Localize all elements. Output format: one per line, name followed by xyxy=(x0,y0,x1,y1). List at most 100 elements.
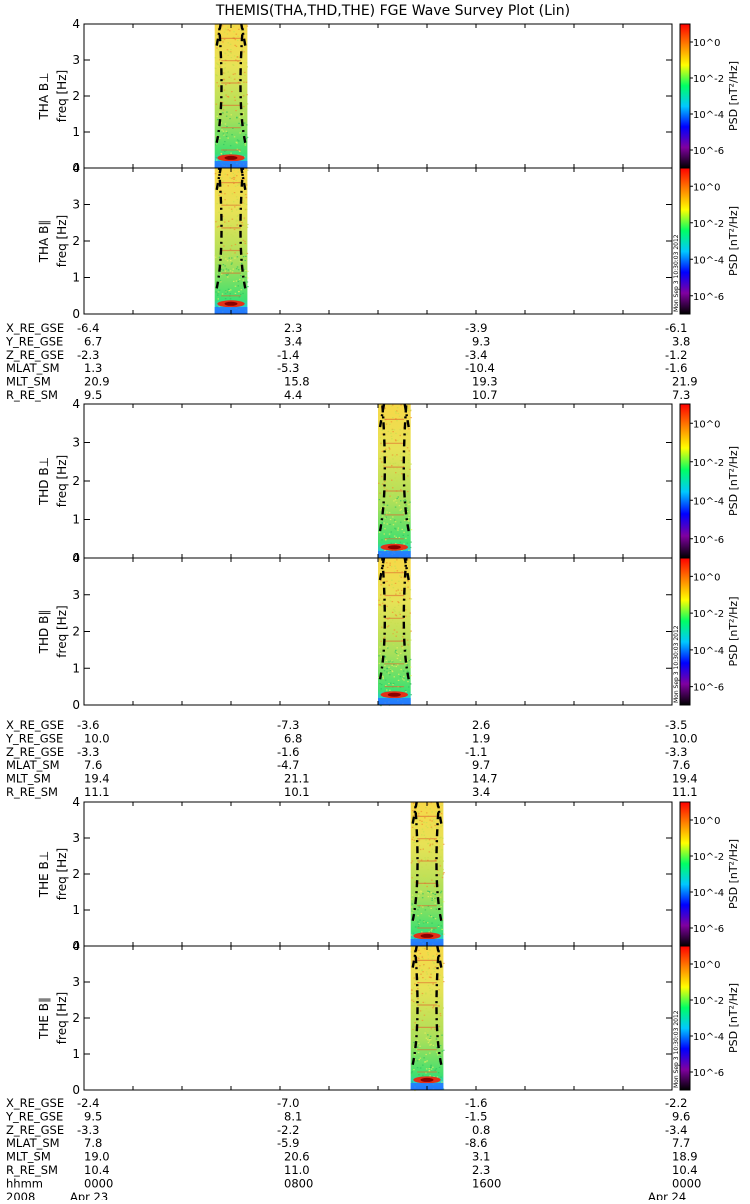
y-tick-label: 4 xyxy=(72,17,80,31)
ephemeris-value: -1.6 xyxy=(665,361,687,375)
panel-5: 0 1 2 3 4 THE B⊥ freq [Hz] 10^0 10^-2 10^-4 10^-6 P… xyxy=(37,795,740,953)
y-tick-label: 3 xyxy=(72,436,80,450)
freq-label: freq [Hz] xyxy=(55,848,69,900)
ephemeris-value: 9.3 xyxy=(472,334,490,348)
ephemeris-row-name: X_RE_GSE xyxy=(6,718,64,732)
ephemeris-value: -3.4 xyxy=(465,348,487,362)
ephemeris-value: 19.4 xyxy=(672,772,698,786)
ephemeris-row-name: Y_RE_GSE xyxy=(5,1109,63,1123)
y-tick-label: 4 xyxy=(72,161,80,175)
dashed-curve-1 xyxy=(411,945,419,1066)
colorbar: 10^0 10^-2 10^-4 10^-6 PSD [nT²/Hz] xyxy=(679,403,740,559)
ephemeris-value: -2.3 xyxy=(77,348,99,362)
colorbar-label: PSD [nT²/Hz] xyxy=(727,446,740,516)
y-tick-label: 4 xyxy=(72,551,80,565)
dashed-curve-3 xyxy=(378,403,386,428)
ephemeris-value: 19.3 xyxy=(472,375,498,389)
colorbar-tick-label: 10^-6 xyxy=(693,924,724,935)
colorbar-tick-label: 10^-2 xyxy=(693,609,724,620)
ephemeris-value: 3.4 xyxy=(284,334,302,348)
dashed-curve-4 xyxy=(436,801,443,824)
ephemeris-value: 7.3 xyxy=(672,388,690,402)
dashed-curve-4 xyxy=(240,23,247,46)
ephemeris-value: -3.9 xyxy=(465,321,487,335)
colorbar-tick-label: 10^0 xyxy=(693,419,720,430)
colorbar-tick-label: 10^-2 xyxy=(693,74,724,85)
dashed-curve-1 xyxy=(378,557,387,680)
panel-3: 0 1 2 3 4 THD B⊥ freq [Hz] 10^0 10^-2 10^-4 10^-6 P… xyxy=(37,397,740,565)
ephemeris-value: 18.9 xyxy=(672,1150,698,1164)
time-tick-label: 0000 xyxy=(84,1176,113,1190)
colorbar-tick-label: 10^0 xyxy=(693,960,720,971)
y-tick-label: 0 xyxy=(72,307,80,321)
colorbar: 10^0 10^-2 10^-4 10^-6 PSD [nT²/Hz] Mon Sep 3… xyxy=(673,557,740,706)
time-axis-labels: hhmm 0000 0800 1600 0000 2008 Apr 23 Apr 24 xyxy=(6,1176,701,1203)
y-tick-label: 4 xyxy=(72,795,80,809)
y-tick-label: 2 xyxy=(72,234,80,248)
time-tick-label: 0000 xyxy=(672,1176,701,1190)
ephemeris-value: -5.9 xyxy=(277,1136,299,1150)
ephemeris-row-name: Z_RE_GSE xyxy=(6,745,64,759)
ephemeris-value: -3.3 xyxy=(77,745,99,759)
ephemeris-row-name: MLT_SM xyxy=(6,772,51,786)
y-tick-label: 0 xyxy=(72,161,80,175)
y-tick-label: 2 xyxy=(72,474,80,488)
timestamp-stamp: Mon Sep 3 10:30:03 2012 xyxy=(673,625,680,703)
colorbar-tick-label: 10^-6 xyxy=(693,1068,724,1079)
date-label-start: Apr 23 xyxy=(70,1190,108,1200)
colorbar-label: PSD [nT²/Hz] xyxy=(727,839,740,909)
colorbar-tick-label: 10^0 xyxy=(693,816,720,827)
colorbar-tick-label: 10^0 xyxy=(693,182,720,193)
ephemeris-row-name: Z_RE_GSE xyxy=(6,1123,64,1137)
ephemeris-value: -3.3 xyxy=(77,1123,99,1137)
y-tick-label: 3 xyxy=(72,53,80,67)
ephemeris-value: -6.4 xyxy=(77,321,99,335)
ephemeris-value: -6.1 xyxy=(665,321,687,335)
y-tick-label: 1 xyxy=(72,1047,80,1061)
ephemeris-value: 20.6 xyxy=(284,1150,310,1164)
ephemeris-value: -1.5 xyxy=(465,1109,487,1123)
ephemeris-value: 3.8 xyxy=(672,334,690,348)
colorbar-tick-label: 10^-4 xyxy=(693,255,724,266)
freq-label: freq [Hz] xyxy=(55,215,69,267)
colorbar-tick-label: 10^-6 xyxy=(693,146,724,157)
ephemeris-table-the: X_RE_GSE -2.4 -7.0 -1.6 -2.2 Y_RE_GSE 9.5 8.1 -1… xyxy=(5,1096,698,1177)
dashed-curve-3 xyxy=(215,167,222,191)
freq-label: freq [Hz] xyxy=(55,70,69,122)
dashed-curve-1 xyxy=(215,167,223,289)
ephemeris-value: 8.1 xyxy=(284,1109,302,1123)
y-tick-label: 2 xyxy=(72,89,80,103)
ephemeris-value: -1.4 xyxy=(277,348,299,362)
panel-label: THE B∥ xyxy=(37,997,51,1040)
ephemeris-value: -1.1 xyxy=(465,745,487,759)
timestamp-stamp: Mon Sep 3 10:30:03 2012 xyxy=(673,1010,680,1088)
y-tick-label: 1 xyxy=(72,271,80,285)
ephemeris-table-tha: X_RE_GSE -6.4 2.3 -3.9 -6.1 Y_RE_GSE 6.7 3.4 9.3… xyxy=(5,321,698,402)
ephemeris-value: 10.4 xyxy=(672,1163,698,1177)
panel-label: THD B∥ xyxy=(37,610,51,655)
panel-frame xyxy=(83,23,673,169)
spectrogram-block xyxy=(410,801,445,947)
dashed-curve-4 xyxy=(436,945,443,968)
ephemeris-value: -1.2 xyxy=(665,348,687,362)
panel-label: THE B⊥ xyxy=(37,851,51,898)
panel-1: 0 1 2 3 4 THA B⊥ freq [Hz] 10^0 10^-2 10^-4 10^-6 P… xyxy=(37,17,740,175)
ephemeris-value: 9.5 xyxy=(84,388,102,402)
y-tick-label: 2 xyxy=(72,867,80,881)
ephemeris-value: 20.9 xyxy=(84,375,110,389)
ephemeris-row-name: X_RE_GSE xyxy=(6,321,64,335)
ephemeris-row-name: MLAT_SM xyxy=(6,361,60,375)
colorbar-tick-label: 10^-2 xyxy=(693,996,724,1007)
ephemeris-value: 3.4 xyxy=(472,785,490,799)
ephemeris-value: 9.6 xyxy=(672,1109,690,1123)
ephemeris-row-name: X_RE_GSE xyxy=(6,1096,64,1110)
ephemeris-value: -7.3 xyxy=(277,718,299,732)
dashed-curve-2 xyxy=(435,945,443,1066)
ephemeris-value: 19.4 xyxy=(84,772,110,786)
y-tick-label: 0 xyxy=(72,551,80,565)
ephemeris-row-name: MLAT_SM xyxy=(6,758,60,772)
spectrogram-block xyxy=(410,945,445,1092)
ephemeris-value: 2.3 xyxy=(472,1163,490,1177)
colorbar: 10^0 10^-2 10^-4 10^-6 PSD [nT²/Hz] Mon Sep 3… xyxy=(673,945,740,1091)
